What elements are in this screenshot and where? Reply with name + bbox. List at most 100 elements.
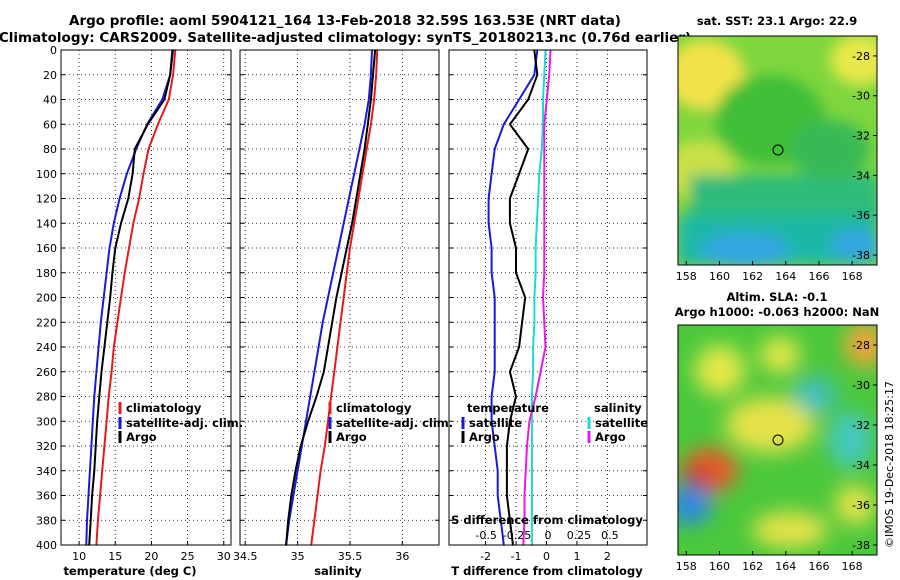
data-point [363,148,366,150]
data-point [490,272,493,274]
difference-legend: temperature satellite Argo salinity sate… [461,401,648,444]
sst-cold-patch [830,229,877,261]
s-tick-label: -0.5 [475,529,496,542]
data-point [290,494,293,497]
data-point [321,321,324,324]
legend-label-climatology: climatology [126,401,202,415]
data-point [528,420,531,423]
lat-tick-label: -38 [852,539,870,552]
data-point [113,222,115,225]
data-point [527,98,529,101]
data-point [120,222,122,225]
data-point [346,272,348,274]
data-point [531,395,533,398]
depth-axis-ticks: 0 20 40 60 80 100 120 140 160 180 200 220 240 260 280 3… [36,44,57,552]
lon-tick-label: 166 [808,270,829,283]
salinity-panel: 34.5 35 35.5 36 salinity climatology satell… [233,49,453,578]
data-point [355,197,358,200]
data-point [532,346,534,348]
data-point [370,74,372,76]
depth-tick-label: 280 [36,391,57,404]
data-point [544,346,547,348]
data-point [351,222,353,225]
sst-map-frame [677,35,878,266]
data-point [120,296,122,299]
lat-tick-label: -28 [852,339,870,352]
data-point [538,173,541,175]
data-point [108,247,111,249]
data-point [96,420,98,423]
data-point [533,321,536,324]
lon-tick-label: 164 [775,270,796,283]
sla-high-patch [752,512,828,548]
data-point [287,519,290,522]
lat-tick-label: -34 [852,169,870,182]
data-point [337,247,340,249]
x-tick-label: 0 [543,550,550,563]
data-point [509,123,511,126]
lat-tick-label: -28 [852,50,870,63]
sla-high-patch [695,345,745,395]
x-tick-label: 1 [573,550,580,563]
data-point [333,371,336,373]
data-point [307,420,309,423]
sst-map: sat. SST: 23.1 Argo: 22.9 158 160 162 164 16… [676,14,878,283]
data-point [99,494,101,497]
data-point [113,346,115,348]
legend-label-s-argo: Argo [595,430,626,444]
data-point [493,445,496,447]
depth-tick-label: 20 [43,69,57,82]
series-line-argo [285,49,377,546]
temperature-panel: 0 20 40 60 80 100 120 140 160 180 200 220 240 260 280 3… [36,44,243,578]
data-point [100,321,102,324]
s-tick-label: 0.5 [601,529,619,542]
data-point [147,148,150,150]
data-point [315,395,318,398]
data-point [365,148,368,150]
data-point [526,445,528,447]
data-point [543,222,546,225]
data-point [534,272,537,274]
depth-tick-label: 360 [36,490,57,503]
data-point [169,74,171,76]
data-point [527,148,529,150]
data-point [105,272,108,274]
temperature-axis-ticks: 10 15 20 25 30 [72,550,231,563]
data-point [348,197,350,200]
data-point [515,395,517,398]
data-point [147,123,149,126]
t-difference-axis-ticks: -2 -1 0 1 2 [480,550,611,563]
lon-tick-label: 166 [808,560,829,573]
data-point [342,222,345,225]
data-point [509,222,511,225]
data-point [91,494,93,497]
depth-tick-label: 160 [36,242,57,255]
data-point [496,494,499,497]
lon-tick-label: 158 [676,560,697,573]
data-point [363,123,366,126]
data-point [114,247,117,249]
temperature-series [85,49,177,546]
data-point [97,519,99,522]
sst-cold-patch [700,232,790,265]
data-point [93,470,96,472]
data-point [292,494,295,497]
lat-tick-label: -32 [852,419,870,432]
sst-patches [678,36,877,265]
data-point [111,272,114,274]
data-point [523,494,526,497]
data-point [128,247,130,249]
salinity-legend: climatology satellite-adj. clim. Argo [328,401,453,444]
data-point [368,98,370,101]
data-point [317,346,320,348]
data-point [335,296,338,299]
depth-tick-label: 300 [36,415,57,428]
data-point [95,371,98,373]
data-point [524,470,527,472]
lon-tick-label: 160 [709,560,730,573]
x-tick-label: 15 [108,550,122,563]
data-point [331,321,334,324]
x-tick-label: 30 [217,550,231,563]
lat-tick-label: -38 [852,249,870,262]
depth-tick-label: 320 [36,440,57,453]
